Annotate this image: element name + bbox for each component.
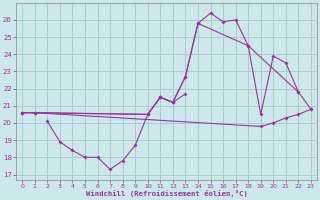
X-axis label: Windchill (Refroidissement éolien,°C): Windchill (Refroidissement éolien,°C)	[86, 190, 248, 197]
